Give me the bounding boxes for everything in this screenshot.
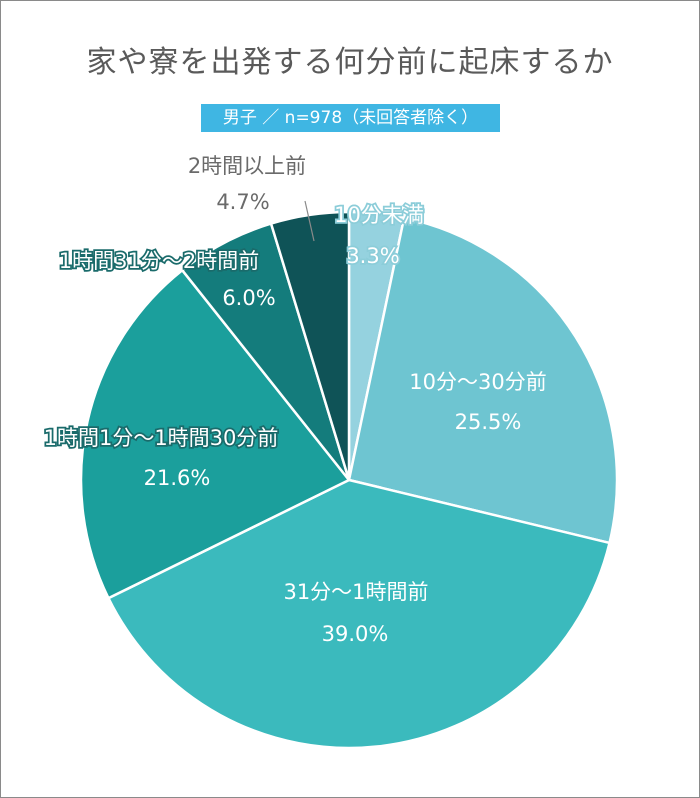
slice-value-1h31m-2h: 6.0% <box>222 286 275 310</box>
slice-value-31min-1h: 39.0% <box>322 622 389 646</box>
chart-subtitle: 男子 ／ n=978（未回答者除く） <box>201 104 500 132</box>
slice-label-1h1m-1h30m: 1時間1分～1時間30分前 <box>44 426 279 450</box>
chart-title: 家や寮を出発する何分前に起床するか <box>86 45 614 80</box>
leader-line-2h-plus <box>304 200 315 242</box>
pie-slice-2h-plus <box>269 210 351 482</box>
slice-label-31min-1h: 31分～1時間前 <box>283 580 428 604</box>
slice-label-under-10min: 10分未満 <box>334 203 424 227</box>
slice-value-10-30min: 25.5% <box>455 410 522 434</box>
slice-label-2h-plus: 2時間以上前 <box>188 154 306 178</box>
pie-slices <box>79 210 619 750</box>
slice-label-1h31m-2h: 1時間31分～2時間前 <box>59 249 259 273</box>
slice-value-2h-plus: 4.7% <box>216 190 269 214</box>
slice-value-under-10min: 3.3% <box>346 244 399 268</box>
slice-value-1h1m-1h30m: 21.6% <box>144 466 211 490</box>
pie-slice-1h1m-1h30m <box>79 268 351 600</box>
pie-slice-31min-1h <box>107 478 611 750</box>
slice-label-10-30min: 10分～30分前 <box>409 370 546 394</box>
pie-slice-10-30min <box>347 216 619 545</box>
